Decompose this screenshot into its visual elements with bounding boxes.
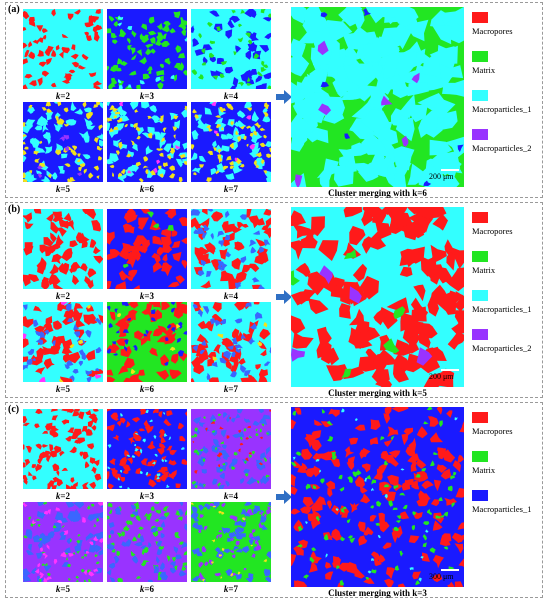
legend-swatch (472, 212, 488, 223)
scale-bar (441, 569, 459, 571)
k-label: k=7 (223, 384, 239, 394)
scale-label: 200 μm (429, 372, 454, 381)
k-label: k=5 (55, 384, 71, 394)
cluster-image-k6 (107, 502, 187, 582)
panel-label: (b) (8, 204, 21, 215)
merge-caption: Cluster merging with k=5 (328, 388, 427, 398)
scale-label: 300 μm (429, 572, 454, 581)
merged-cluster-image (291, 407, 464, 587)
legend-swatch (472, 90, 488, 101)
k-label: k=3 (139, 91, 155, 101)
arrow-right-icon (276, 490, 292, 504)
k-label: k=5 (55, 184, 71, 194)
cluster-image-k2 (23, 9, 103, 89)
legend-label: Matrix (472, 65, 496, 75)
legend-swatch (472, 412, 488, 423)
legend-swatch (472, 451, 488, 462)
legend-swatch (472, 490, 488, 501)
k-label: k=6 (139, 184, 155, 194)
legend-label: Macropores (472, 226, 513, 236)
cluster-image-k3 (107, 9, 187, 89)
cluster-image-k6 (107, 302, 187, 382)
merged-cluster-image (291, 7, 464, 187)
legend-label: Macroparticles_2 (472, 143, 532, 153)
cluster-image-k2 (23, 409, 103, 489)
cluster-image-k5 (23, 502, 103, 582)
k-label: k=3 (139, 491, 155, 501)
cluster-image-k4 (191, 409, 271, 489)
legend-label: Macroparticles_1 (472, 104, 532, 114)
legend-swatch (472, 51, 488, 62)
cluster-image-k7 (191, 302, 271, 382)
merged-cluster-image (291, 207, 464, 387)
scale-label: 200 μm (429, 172, 454, 181)
cluster-image-k2 (23, 209, 103, 289)
cluster-image-k7 (191, 502, 271, 582)
cluster-image-k3 (107, 409, 187, 489)
panel-label: (a) (8, 4, 20, 15)
k-label: k=4 (223, 291, 239, 301)
legend-label: Macropores (472, 426, 513, 436)
merge-caption: Cluster merging with k=3 (328, 588, 427, 598)
cluster-image-k4 (191, 9, 271, 89)
scale-bar (441, 169, 459, 171)
legend-swatch (472, 129, 488, 140)
k-label: k=2 (55, 91, 71, 101)
legend-swatch (472, 290, 488, 301)
cluster-image-k5 (23, 302, 103, 382)
legend-label: Macroparticles_1 (472, 504, 532, 514)
panel-label: (c) (8, 404, 20, 415)
panel-b: (b) (5, 202, 543, 398)
k-label: k=7 (223, 584, 239, 594)
merge-caption: Cluster merging with k=6 (328, 188, 427, 198)
legend-swatch (472, 329, 488, 340)
cluster-image-k4 (191, 209, 271, 289)
cluster-image-k3 (107, 209, 187, 289)
k-label: k=3 (139, 291, 155, 301)
arrow-right-icon (276, 90, 292, 104)
panel-a: (a) (5, 2, 543, 198)
k-label: k=2 (55, 491, 71, 501)
legend-label: Macropores (472, 26, 513, 36)
k-label: k=2 (55, 291, 71, 301)
cluster-image-k7 (191, 102, 271, 182)
legend-swatch (472, 12, 488, 23)
legend-label: Matrix (472, 265, 496, 275)
k-label: k=4 (223, 91, 239, 101)
legend-label: Macroparticles_2 (472, 343, 532, 353)
k-label: k=6 (139, 384, 155, 394)
cluster-image-k6 (107, 102, 187, 182)
legend-label: Macroparticles_1 (472, 304, 532, 314)
panel-c: (c) (5, 402, 543, 598)
legend-swatch (472, 251, 488, 262)
cluster-image-k5 (23, 102, 103, 182)
k-label: k=5 (55, 584, 71, 594)
arrow-right-icon (276, 290, 292, 304)
legend-label: Matrix (472, 465, 496, 475)
k-label: k=7 (223, 184, 239, 194)
scale-bar (441, 369, 459, 371)
k-label: k=6 (139, 584, 155, 594)
k-label: k=4 (223, 491, 239, 501)
